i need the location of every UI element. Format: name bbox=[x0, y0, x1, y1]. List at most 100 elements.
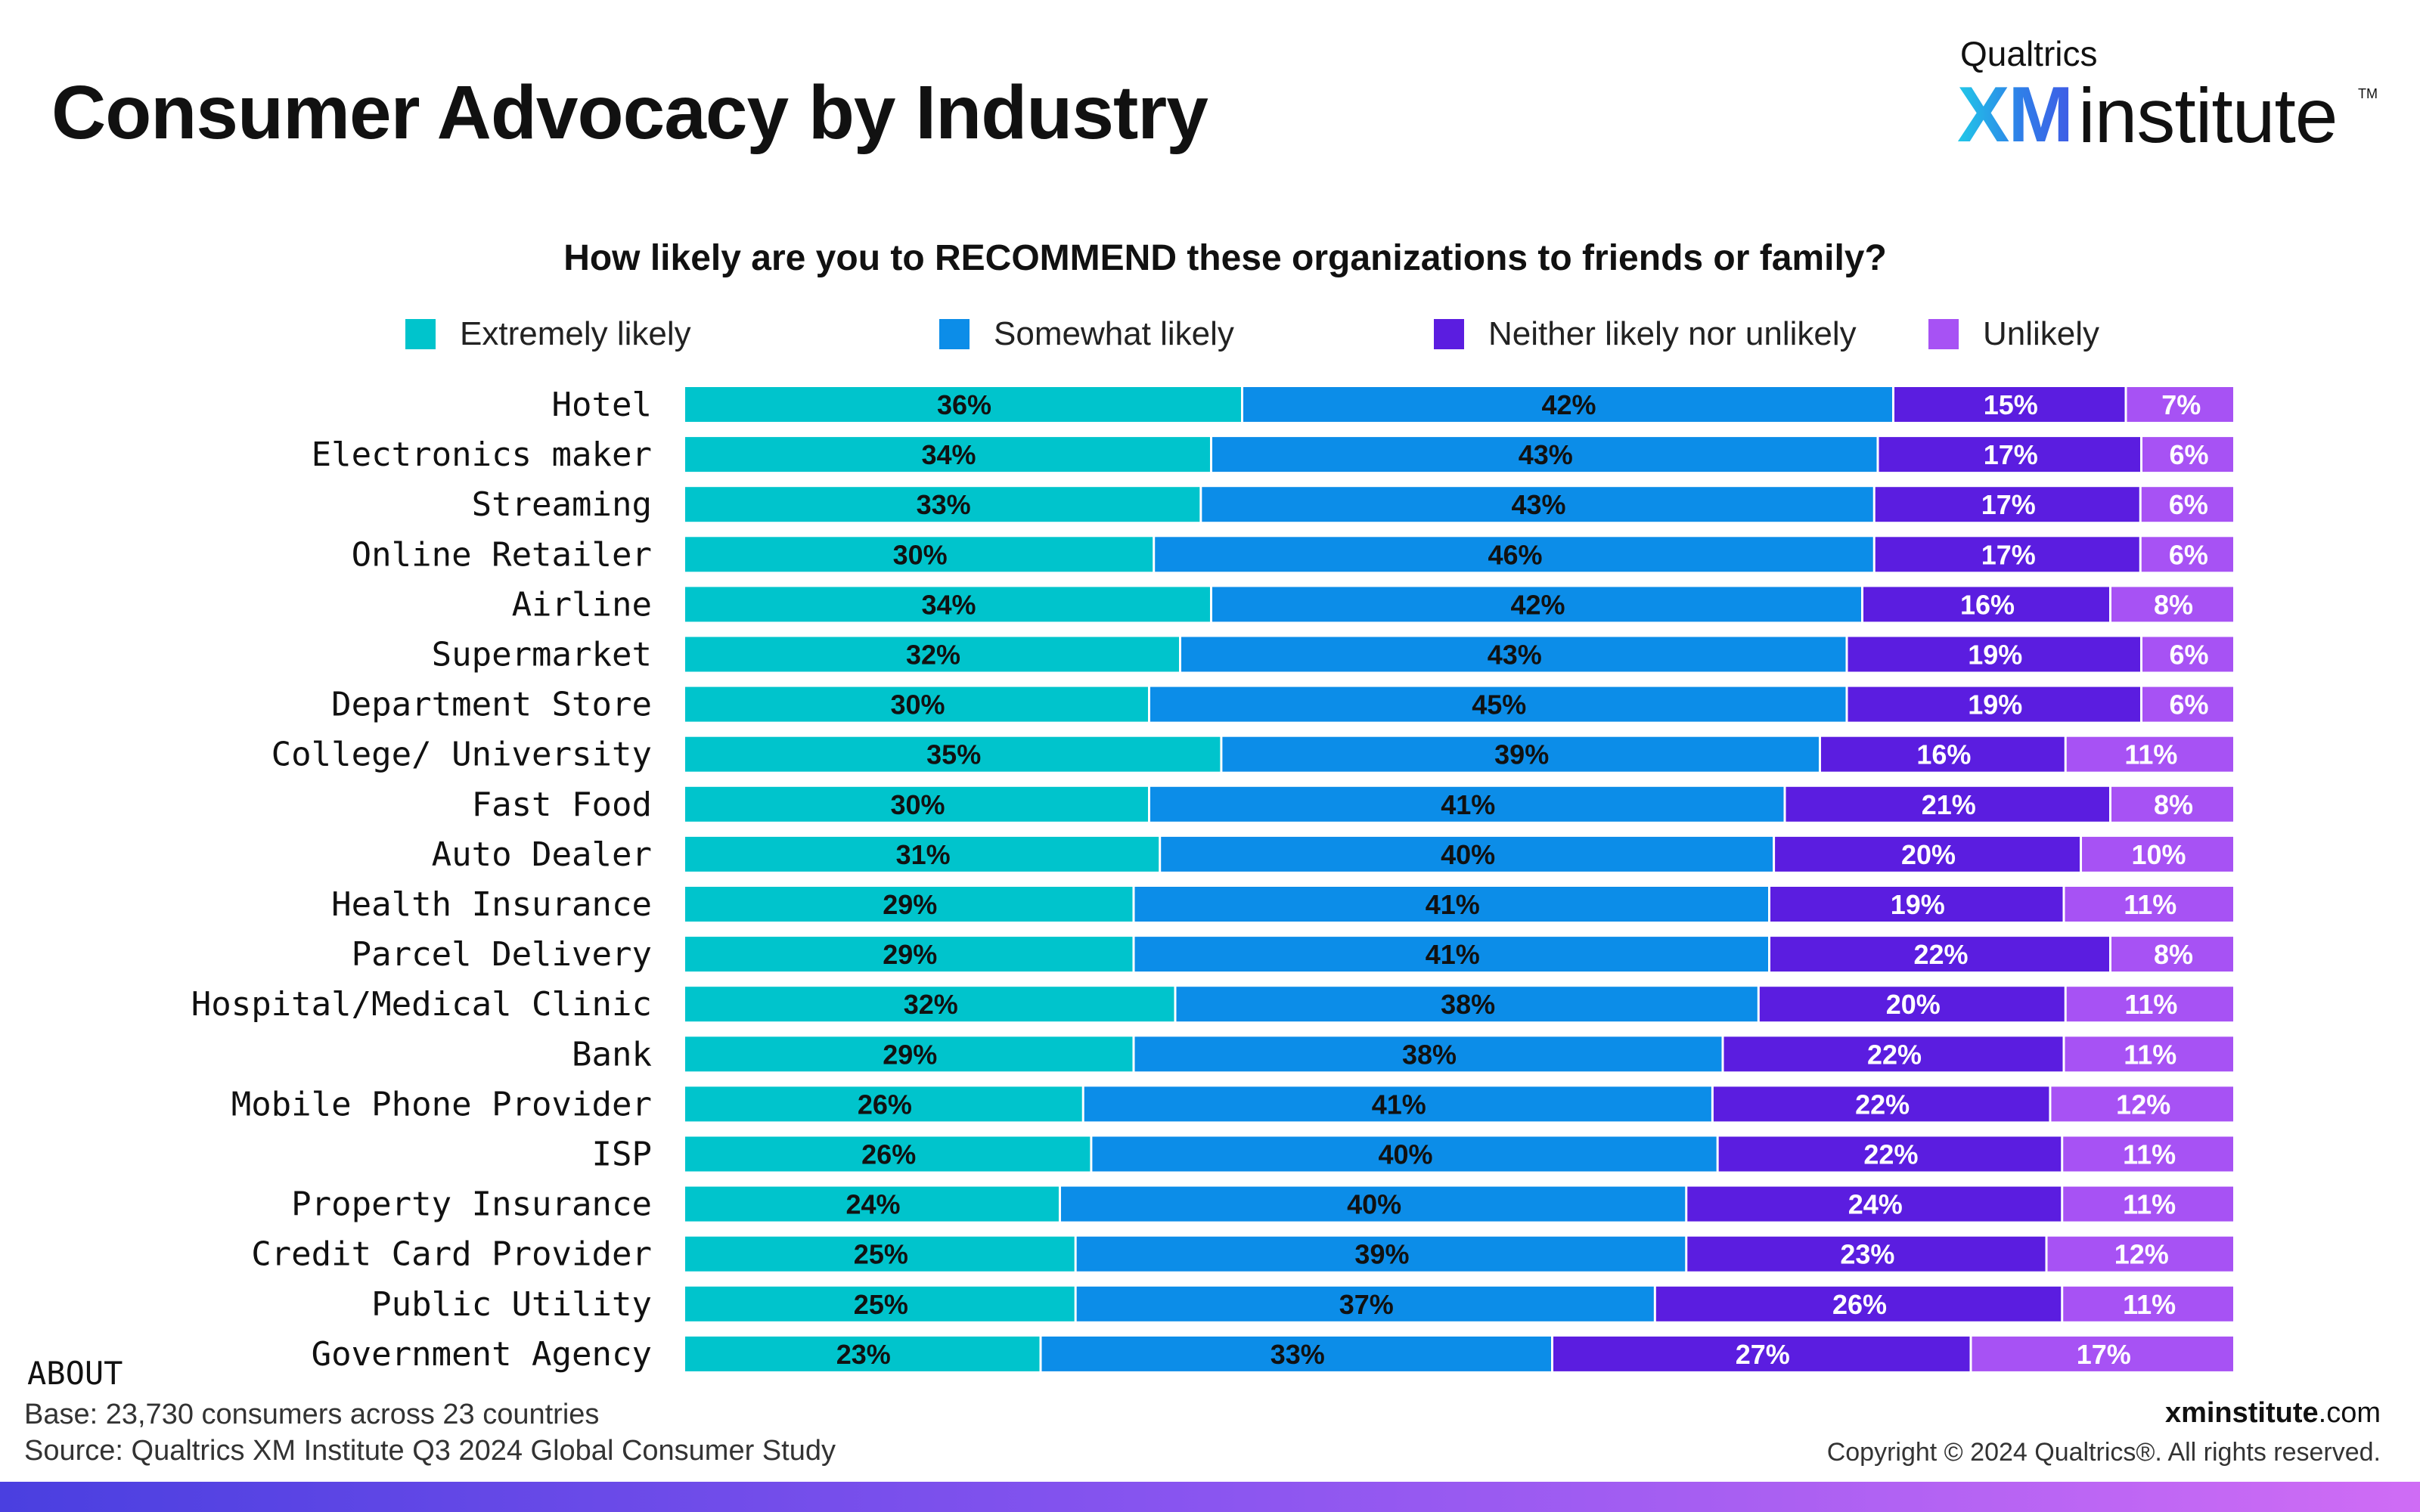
bar-segment-0 bbox=[685, 736, 1221, 772]
legend-item-1: Somewhat likely bbox=[939, 311, 1234, 357]
category-label: Parcel Delivery bbox=[352, 935, 652, 974]
bar-segment-2 bbox=[1713, 1086, 2049, 1122]
bar-row: Fast Food 30% 41% 21% 8% bbox=[472, 785, 2233, 824]
category-label: ISP bbox=[592, 1136, 652, 1174]
data-label: 38% bbox=[1402, 1039, 1457, 1070]
data-label: 29% bbox=[883, 889, 937, 920]
bar-segment-2 bbox=[1723, 1036, 2063, 1072]
source-label: Source: bbox=[24, 1435, 123, 1467]
stacked-bar-chart: Hotel 36% 42% 15% 7% Electronics maker 34% 43% 1… bbox=[191, 386, 2233, 1374]
data-label: 41% bbox=[1372, 1089, 1426, 1120]
data-label: 25% bbox=[854, 1289, 908, 1320]
bar-segment-3 bbox=[2066, 736, 2233, 772]
bar-segment-2 bbox=[1820, 736, 2065, 772]
bar-segment-1 bbox=[1181, 637, 1846, 672]
bar-segment-3 bbox=[2111, 786, 2233, 822]
bar-segment-3 bbox=[2051, 1086, 2233, 1122]
bar-segment-0 bbox=[685, 786, 1148, 822]
bar-row: Health Insurance 29% 41% 19% 11% bbox=[331, 885, 2233, 924]
data-label: 15% bbox=[1984, 389, 2038, 420]
bar-row: Public Utility 25% 37% 26% 11% bbox=[371, 1285, 2233, 1324]
bar-segment-2 bbox=[1848, 686, 2140, 722]
data-label: 8% bbox=[2154, 939, 2193, 970]
base-note: Base: 23,730 consumers across 23 countri… bbox=[24, 1399, 599, 1431]
bar-segment-1 bbox=[1222, 736, 1819, 772]
logo-institute: institute bbox=[2078, 73, 2338, 159]
legend-swatch bbox=[1434, 319, 1464, 349]
data-label: 30% bbox=[893, 539, 948, 570]
bar-row: Streaming 33% 43% 17% 6% bbox=[472, 485, 2233, 524]
bar-segment-0 bbox=[685, 686, 1148, 722]
data-label: 24% bbox=[1848, 1189, 1903, 1220]
logo-xm: XM bbox=[1957, 71, 2074, 159]
data-label: 19% bbox=[1968, 640, 2022, 671]
bar-segment-0 bbox=[685, 637, 1179, 672]
category-label: Bank bbox=[572, 1035, 652, 1074]
data-label: 19% bbox=[1891, 889, 1945, 920]
bar-segment-2 bbox=[1775, 836, 2080, 872]
bar-segment-0 bbox=[685, 1136, 1091, 1172]
bar-segment-1 bbox=[1076, 1286, 1654, 1321]
legend-item-3: Unlikely bbox=[1928, 311, 2099, 357]
bar-segment-1 bbox=[1041, 1336, 1551, 1371]
data-label: 30% bbox=[890, 789, 945, 820]
bar-segment-0 bbox=[685, 1036, 1133, 1072]
bar-segment-1 bbox=[1202, 487, 1873, 522]
bar-segment-0 bbox=[685, 987, 1174, 1022]
data-label: 45% bbox=[1472, 689, 1526, 720]
data-label: 41% bbox=[1426, 939, 1480, 970]
bar-segment-2 bbox=[1759, 987, 2065, 1022]
bar-segment-0 bbox=[685, 937, 1133, 972]
site-bold: xminstitute bbox=[2164, 1397, 2319, 1429]
category-label: Supermarket bbox=[432, 636, 652, 674]
data-label: 26% bbox=[1832, 1289, 1887, 1320]
site-link[interactable]: xminstitute.com bbox=[2165, 1397, 2381, 1430]
bar-segment-0 bbox=[685, 836, 1159, 872]
bar-segment-1 bbox=[1212, 587, 1861, 622]
bar-segment-2 bbox=[1770, 937, 2109, 972]
bar-segment-2 bbox=[1770, 887, 2063, 922]
source-text: Qualtrics XM Institute Q3 2024 Global Co… bbox=[131, 1435, 836, 1467]
data-label: 30% bbox=[890, 689, 945, 720]
bar-segment-0 bbox=[685, 387, 1241, 422]
category-label: Fast Food bbox=[472, 785, 652, 824]
data-label: 8% bbox=[2154, 589, 2193, 620]
data-label: 32% bbox=[906, 640, 960, 671]
bar-segment-1 bbox=[1176, 987, 1758, 1022]
data-label: 6% bbox=[2169, 539, 2208, 570]
data-label: 38% bbox=[1441, 989, 1495, 1020]
bar-segment-2 bbox=[1875, 487, 2139, 522]
category-label: Property Insurance bbox=[291, 1185, 652, 1224]
bar-segment-1 bbox=[1076, 1236, 1686, 1272]
copyright-text: Copyright © 2024 Qualtrics®. All rights … bbox=[1826, 1438, 2381, 1467]
bar-row: Department Store 30% 45% 19% 6% bbox=[331, 686, 2233, 724]
bar-segment-3 bbox=[2066, 987, 2233, 1022]
bar-segment-3 bbox=[2082, 836, 2233, 872]
data-label: 40% bbox=[1347, 1189, 1401, 1220]
bar-row: Credit Card Provider 25% 39% 23% 12% bbox=[251, 1235, 2233, 1274]
data-label: 12% bbox=[2116, 1089, 2170, 1120]
bar-segment-0 bbox=[685, 1086, 1082, 1122]
bar-segment-3 bbox=[2141, 487, 2233, 522]
bar-segment-2 bbox=[1687, 1236, 2046, 1272]
data-label: 17% bbox=[1984, 439, 2038, 470]
bar-segment-2 bbox=[1879, 437, 2140, 472]
data-label: 20% bbox=[1886, 989, 1941, 1020]
data-label: 10% bbox=[2131, 839, 2186, 870]
data-label: 22% bbox=[1855, 1089, 1910, 1120]
data-label: 26% bbox=[861, 1139, 916, 1170]
data-label: 12% bbox=[2114, 1239, 2169, 1270]
data-label: 11% bbox=[2124, 739, 2177, 770]
data-label: 17% bbox=[2077, 1339, 2131, 1370]
bar-row: College/ University 35% 39% 16% 11% bbox=[271, 736, 2233, 774]
bar-segment-3 bbox=[2142, 637, 2233, 672]
bar-segment-3 bbox=[2065, 887, 2233, 922]
data-label: 43% bbox=[1488, 640, 1542, 671]
category-label: Hotel bbox=[552, 386, 652, 424]
base-label: Base: bbox=[24, 1399, 98, 1430]
bar-row: Bank 29% 38% 22% 11% bbox=[572, 1035, 2233, 1074]
xm-institute-logo: Qualtrics XM institute TM bbox=[1953, 30, 2378, 159]
category-label: Public Utility bbox=[371, 1285, 652, 1324]
data-label: 27% bbox=[1736, 1339, 1790, 1370]
bar-segment-1 bbox=[1212, 437, 1877, 472]
